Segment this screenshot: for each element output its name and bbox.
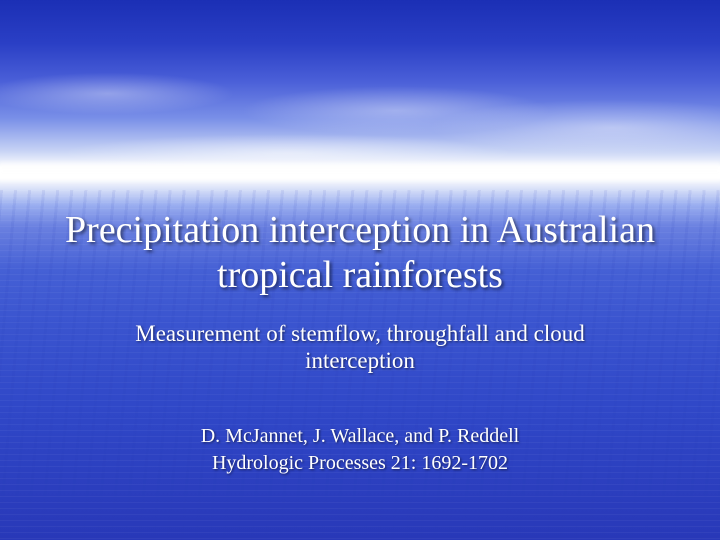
slide-subtitle: Measurement of stemflow, throughfall and… (40, 320, 680, 375)
slide-citation: Hydrologic Processes 21: 1692-1702 (40, 450, 680, 477)
horizon-glow-decoration (0, 160, 720, 184)
slide: Precipitation interception in Australian… (0, 0, 720, 540)
slide-authors: D. McJannet, J. Wallace, and P. Reddell (40, 423, 680, 450)
slide-title: Precipitation interception in Australian… (40, 208, 680, 298)
content-region: Precipitation interception in Australian… (0, 208, 720, 477)
sky-clouds-decoration (0, 0, 720, 170)
